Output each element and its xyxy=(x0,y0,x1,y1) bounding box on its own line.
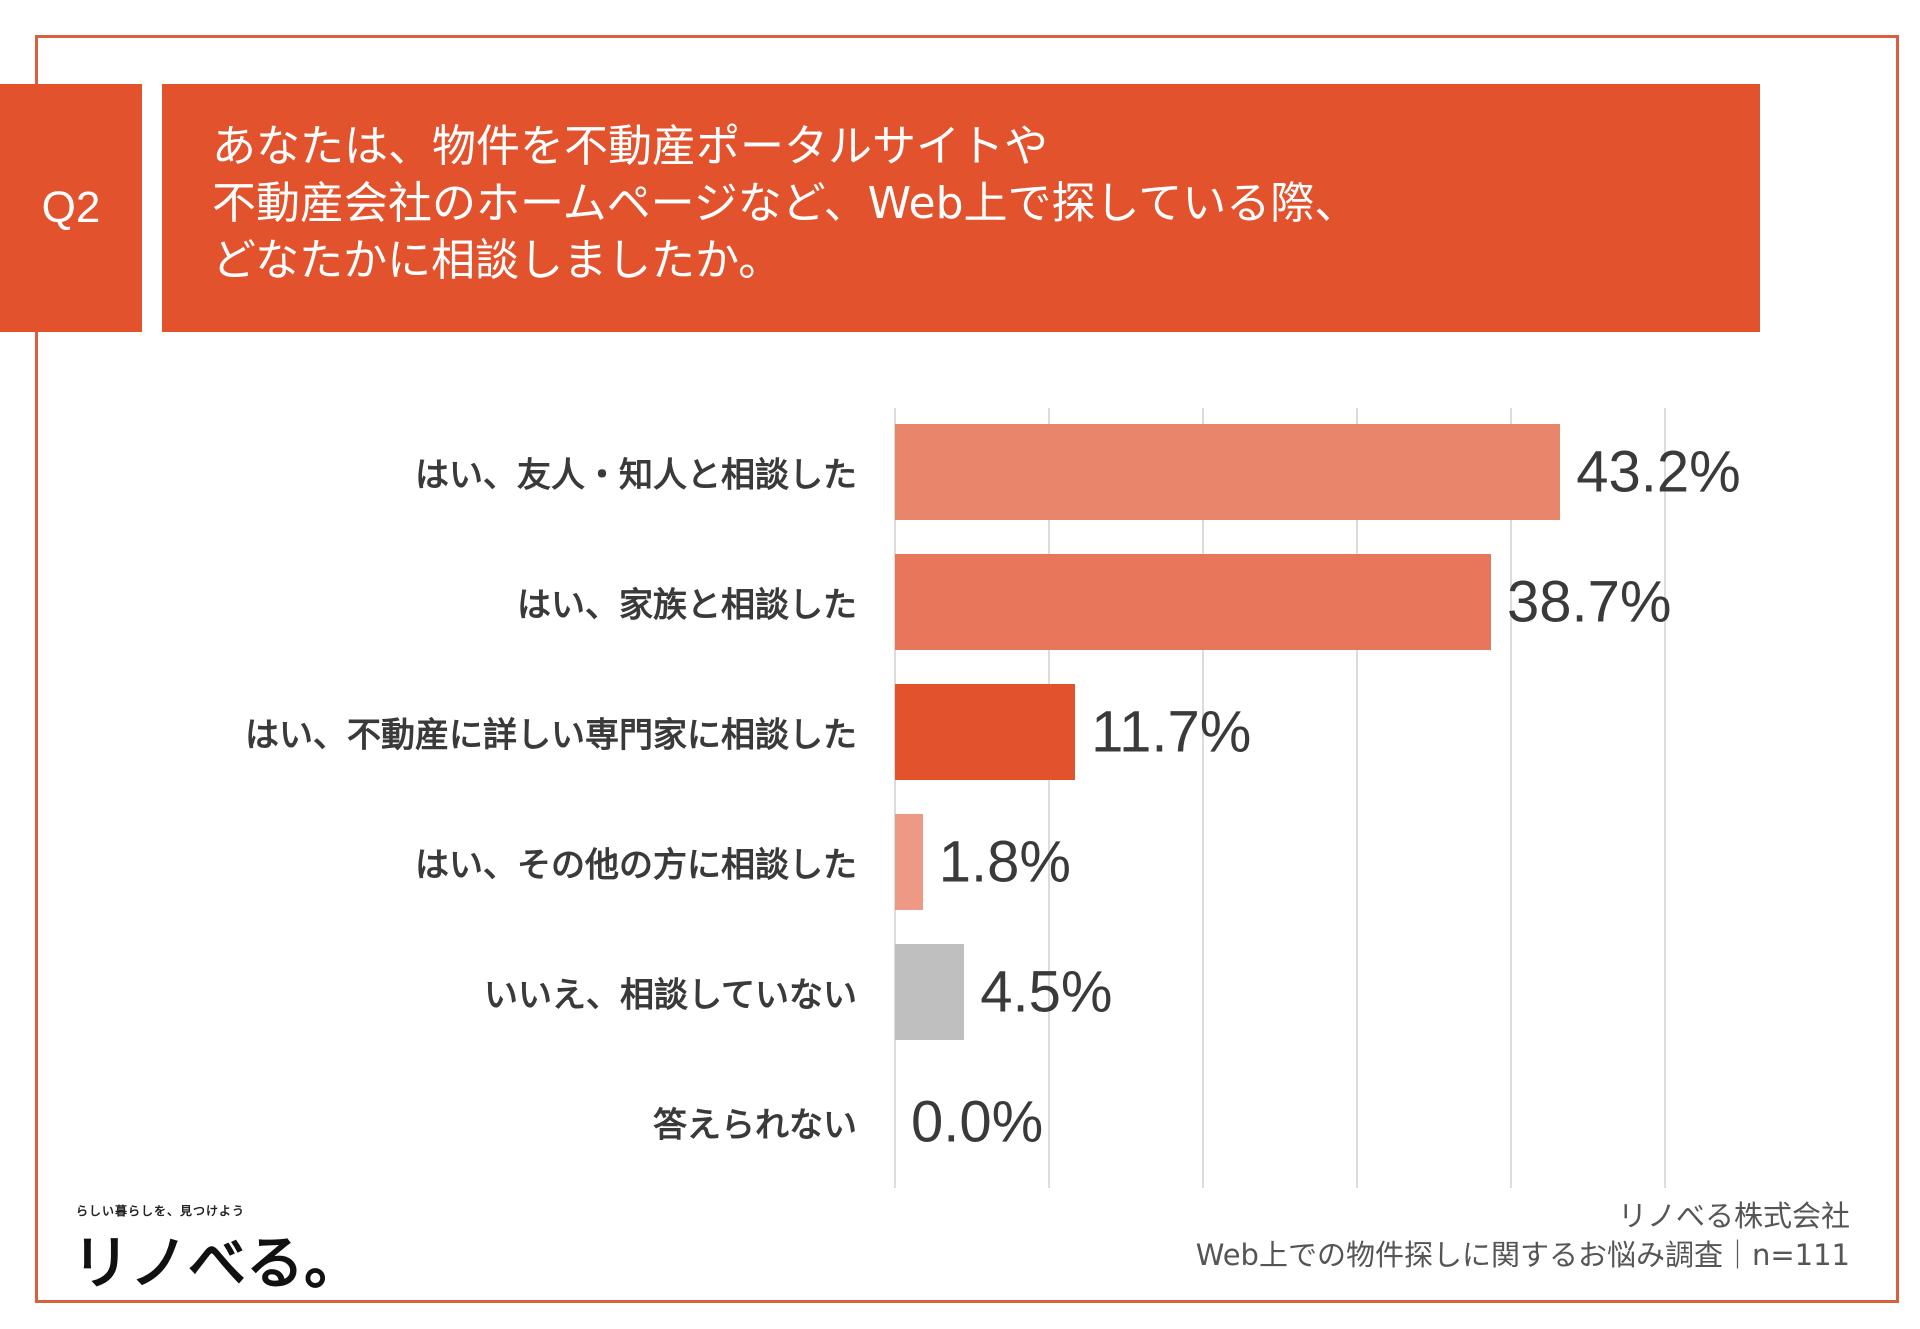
value-label: 1.8% xyxy=(938,829,1071,895)
category-label: 答えられない xyxy=(653,1105,857,1146)
question-badge: Q2 xyxy=(0,84,142,332)
company-logo: リノべる。 xyxy=(72,1229,363,1297)
question-line-2: 不動産会社のホームページなど、Web上で探している際、 xyxy=(212,178,1359,229)
gridline-30 xyxy=(1356,408,1358,1188)
gridline-20 xyxy=(1202,408,1204,1188)
category-label: はい、友人・知人と相談した xyxy=(415,455,857,496)
value-label: 38.7% xyxy=(1506,569,1672,635)
bar xyxy=(895,424,1561,520)
bar xyxy=(895,814,923,910)
outer-frame xyxy=(35,35,1899,1303)
logo-tagline: らしい暮らしを、見つけよう xyxy=(76,1204,246,1218)
question-line-1: あなたは、物件を不動産ポータルサイトや xyxy=(212,121,1048,172)
gridline-0 xyxy=(894,408,896,1188)
category-label: はい、不動産に詳しい専門家に相談した xyxy=(245,715,857,756)
bar xyxy=(895,684,1076,780)
category-label: はい、その他の方に相談した xyxy=(415,845,857,886)
footer-survey: Web上での物件探しに関するお悩み調査｜n=111 xyxy=(1195,1238,1850,1272)
footer-company: リノべる株式会社 xyxy=(1617,1199,1850,1233)
category-label: はい、家族と相談した xyxy=(517,585,857,626)
value-label: 43.2% xyxy=(1576,439,1741,505)
question-line-3: どなたかに相談しましたか。 xyxy=(212,235,783,286)
gridline-40 xyxy=(1510,408,1512,1188)
value-label: 4.5% xyxy=(980,959,1113,1025)
value-label: 0.0% xyxy=(911,1089,1044,1155)
value-label: 11.7% xyxy=(1091,699,1252,765)
gridline-50 xyxy=(1664,408,1666,1188)
question-banner: あなたは、物件を不動産ポータルサイトや 不動産会社のホームページなど、Web上で… xyxy=(162,84,1760,332)
category-label: いいえ、相談していない xyxy=(484,975,857,1016)
bar xyxy=(895,944,965,1040)
bar xyxy=(895,554,1491,650)
gridline-10 xyxy=(1048,408,1050,1188)
